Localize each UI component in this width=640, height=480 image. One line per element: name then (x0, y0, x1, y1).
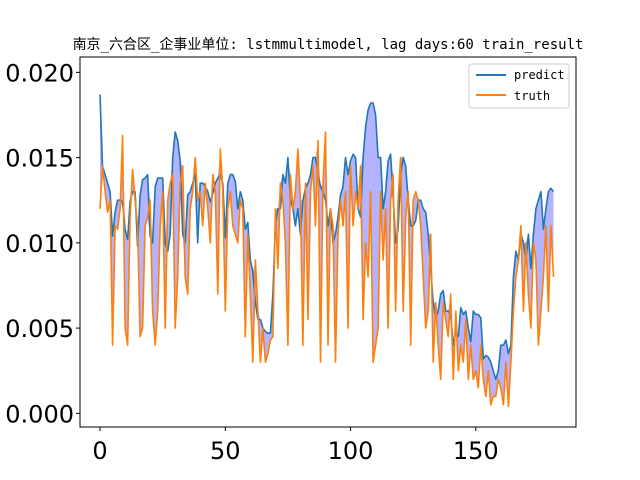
legend: predict truth (468, 63, 570, 109)
plot-area (99, 94, 555, 408)
legend-label-predict: predict (514, 68, 565, 82)
x-tick-label: 100 (328, 437, 374, 465)
y-tick-label: 0.015 (5, 145, 74, 173)
y-tick-label: 0.000 (5, 400, 74, 428)
y-tick-label: 0.010 (5, 230, 74, 258)
axes-frame (79, 56, 577, 428)
y-tick-label: 0.005 (5, 315, 74, 343)
x-tick-label: 150 (453, 437, 499, 465)
y-axis: 0.000 0.005 0.010 0.015 0.020 (5, 59, 80, 428)
chart-title: 南京_六合区_企事业单位: lstmmultimodel, lag days:6… (73, 36, 584, 53)
series-line-truth (99, 131, 555, 408)
x-tick-label: 0 (92, 437, 107, 465)
x-tick-label: 50 (210, 437, 241, 465)
x-axis: 0 50 100 150 (92, 427, 499, 465)
legend-label-truth: truth (514, 89, 550, 103)
y-tick-label: 0.020 (5, 59, 74, 87)
